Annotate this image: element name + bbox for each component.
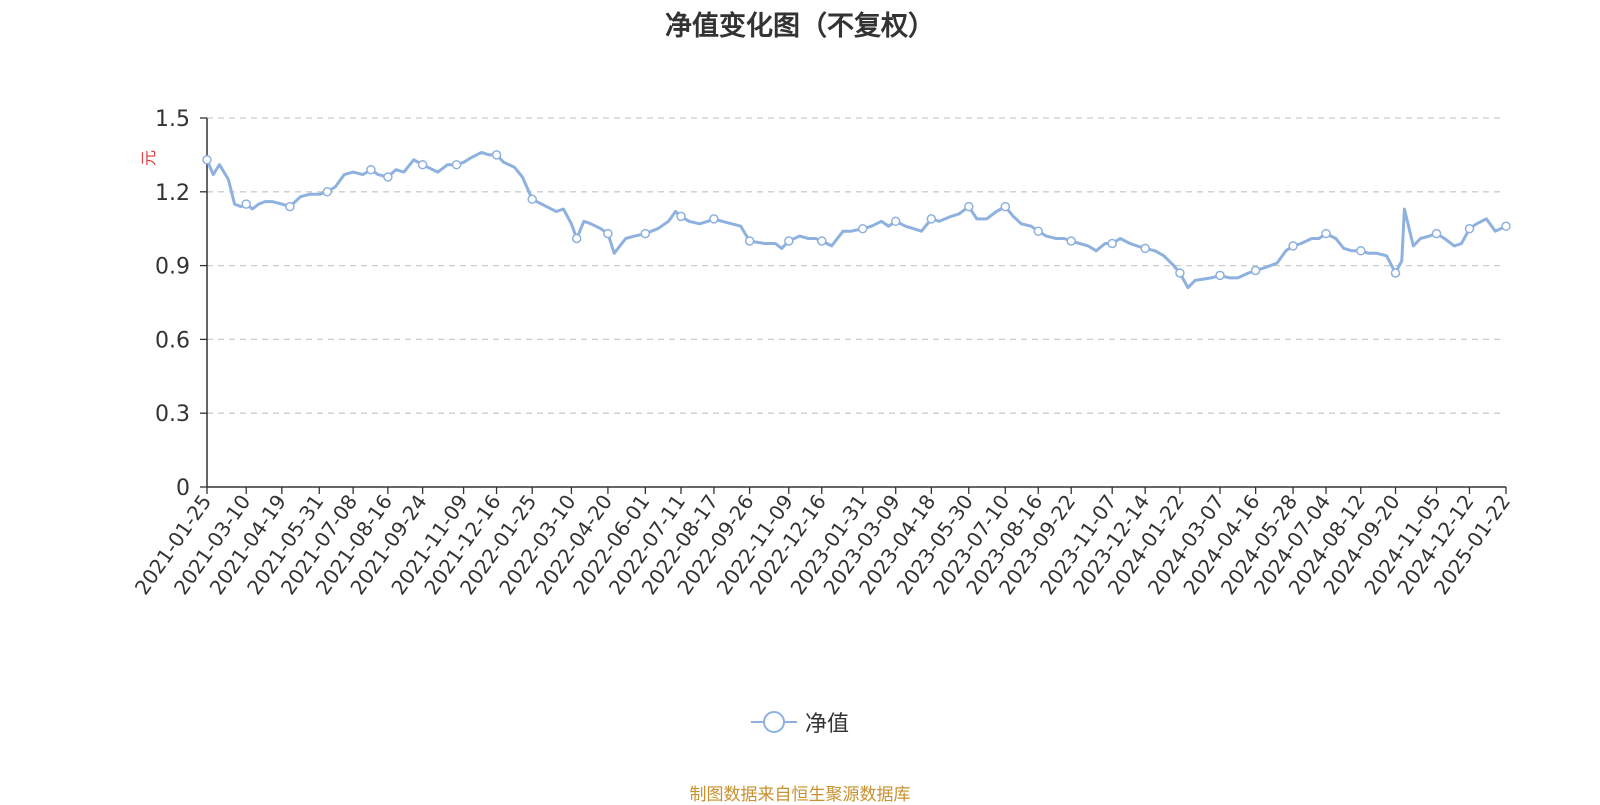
- data-point: [1501, 221, 1511, 231]
- data-point: [202, 155, 212, 165]
- data-point: [964, 201, 974, 212]
- data-point: [676, 211, 686, 222]
- data-point: [709, 214, 719, 224]
- y-tick-label: 0.6: [155, 328, 190, 353]
- data-point: [1431, 228, 1442, 239]
- data-point: [1356, 246, 1366, 256]
- data-point: [417, 159, 428, 170]
- axis-layer: [200, 117, 1507, 494]
- series-line-净值: [205, 150, 1508, 290]
- chart-title: 净值变化图（不复权）: [665, 11, 935, 42]
- legend[interactable]: 净值: [0, 706, 1600, 740]
- data-point: [1175, 268, 1185, 278]
- data-point: [784, 236, 794, 246]
- y-tick-labels: 0 0.3 0.6 0.9 1.2 1.5: [155, 107, 190, 501]
- data-point: [1288, 241, 1298, 251]
- y-tick-label: 0.9: [155, 255, 190, 280]
- data-point: [491, 150, 502, 160]
- data-point: [1033, 226, 1044, 236]
- data-point: [527, 194, 537, 204]
- data-point: [1107, 238, 1117, 249]
- data-point: [1321, 228, 1331, 239]
- data-point: [1140, 243, 1150, 254]
- data-point: [1390, 268, 1401, 278]
- data-point: [383, 172, 393, 182]
- data-point: [603, 228, 613, 239]
- series-layer: [205, 150, 1508, 290]
- data-point: [640, 228, 651, 239]
- data-point: [1250, 265, 1261, 276]
- data-point: [1215, 270, 1225, 281]
- y-tick-label: 0: [176, 476, 190, 501]
- data-point: [451, 159, 462, 170]
- data-point: [322, 187, 333, 197]
- data-point: [1000, 201, 1011, 212]
- data-point: [817, 236, 827, 246]
- legend-label: 净值: [804, 712, 849, 737]
- y-axis-label: 元: [139, 150, 158, 166]
- y-tick-label: 1.5: [155, 107, 190, 132]
- data-point: [857, 223, 868, 234]
- data-point: [926, 214, 937, 224]
- data-point: [241, 199, 251, 209]
- data-point: [890, 216, 901, 227]
- y-tick-label: 0.3: [155, 402, 190, 427]
- y-tick-label: 1.2: [155, 181, 190, 206]
- data-point: [1464, 223, 1475, 234]
- data-point: [571, 233, 582, 244]
- data-point: [366, 164, 376, 175]
- legend-line-marker-icon: [750, 711, 797, 733]
- data-point: [285, 201, 295, 212]
- data-point: [1066, 236, 1076, 246]
- data-point: [744, 236, 755, 246]
- grid-layer: [207, 117, 1500, 414]
- marker-layer: [202, 150, 1511, 281]
- x-tick-labels: 2021-01-252021-03-102021-04-192021-05-31…: [130, 490, 1515, 599]
- source-note: 制图数据来自恒生聚源数据库: [689, 785, 911, 805]
